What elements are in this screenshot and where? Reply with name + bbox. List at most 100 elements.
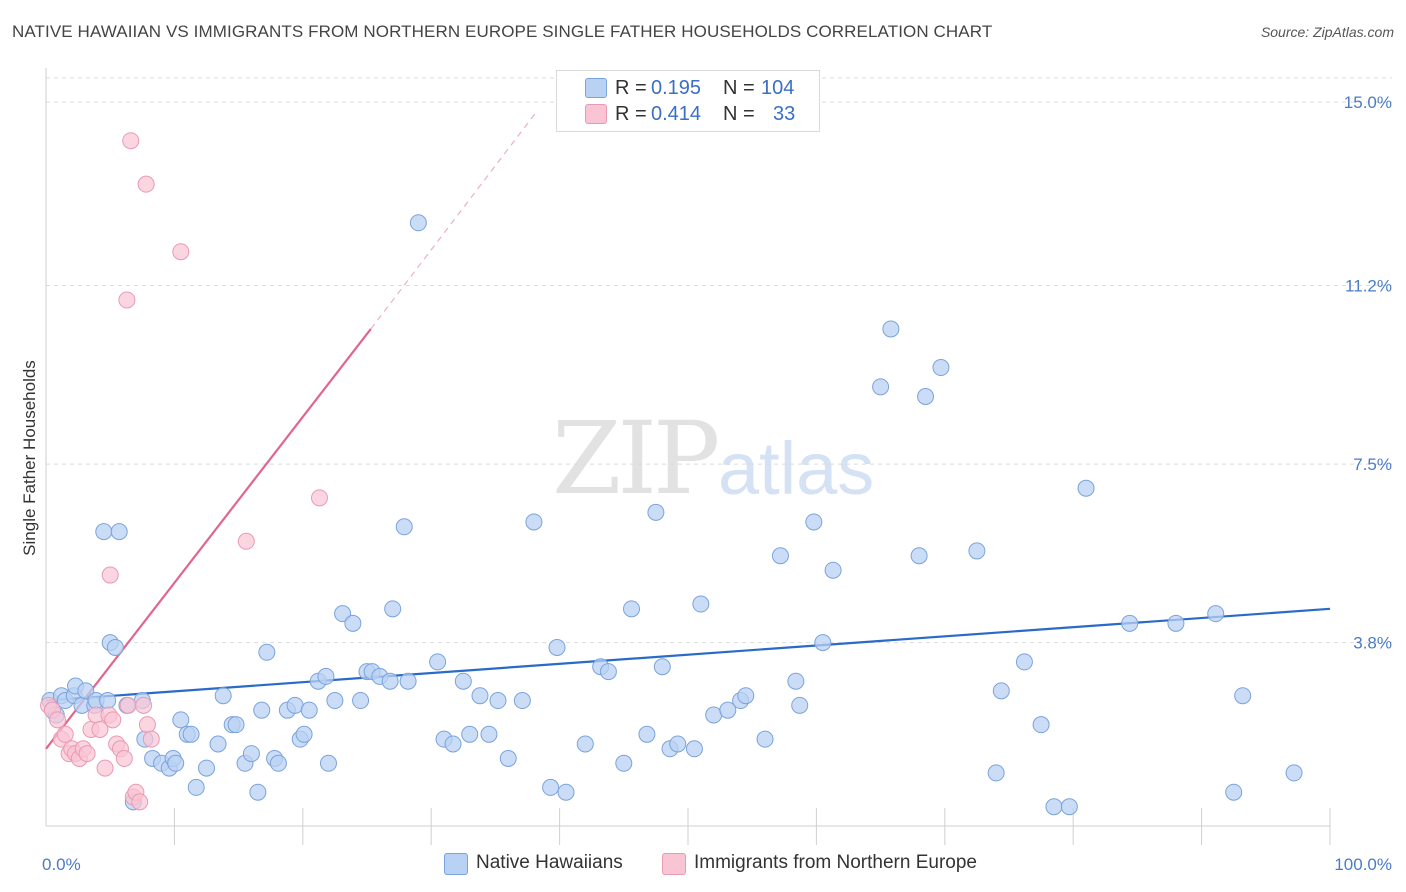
data-point-native-hawaiians <box>576 735 594 753</box>
data-point-native-hawaiians <box>968 542 986 560</box>
x-tick-label: 100.0% <box>1334 855 1392 874</box>
data-point-native-hawaiians <box>286 696 304 714</box>
data-point-native-hawaiians <box>99 692 117 710</box>
data-point-native-hawaiians <box>399 672 417 690</box>
axes <box>45 68 1331 845</box>
data-point-native-hawaiians <box>253 701 271 719</box>
data-point-native-hawaiians <box>647 503 665 521</box>
data-point-native-hawaiians <box>317 667 335 685</box>
data-point-native-hawaiians <box>381 672 399 690</box>
data-point-native-hawaiians <box>480 725 498 743</box>
legend-n-label: N = <box>723 103 755 125</box>
data-point-native-hawaiians <box>805 513 823 531</box>
data-point-native-hawaiians <box>548 638 566 656</box>
bottom-legend-label: Native Hawaiians <box>476 852 623 873</box>
data-point-native-hawaiians <box>1225 783 1243 801</box>
watermark-zip: ZIP <box>552 400 720 517</box>
trend-line-northern-europe-extension <box>370 111 537 330</box>
bottom-legend-label: Immigrants from Northern Europe <box>694 852 977 873</box>
data-point-northern-europe <box>142 730 160 748</box>
data-point-native-hawaiians <box>1234 687 1252 705</box>
data-point-native-hawaiians <box>737 687 755 705</box>
x-tick-labels: 0.0% 100.0% <box>42 855 1392 874</box>
source-credit: Source: ZipAtlas.com <box>1260 24 1394 40</box>
data-point-northern-europe <box>172 243 190 261</box>
data-point-native-hawaiians <box>409 214 427 232</box>
legend-swatch-pink <box>585 104 607 124</box>
data-point-native-hawaiians <box>615 754 633 772</box>
data-point-native-hawaiians <box>685 740 703 758</box>
y-tick-label: 3.8% <box>1353 634 1392 653</box>
data-point-native-hawaiians <box>882 320 900 338</box>
trend-line-native-hawaiians <box>45 607 1331 702</box>
chart-title: NATIVE HAWAIIAN VS IMMIGRANTS FROM NORTH… <box>12 22 993 41</box>
data-point-native-hawaiians <box>258 643 276 661</box>
data-point-native-hawaiians <box>167 754 185 772</box>
data-point-northern-europe <box>137 175 155 193</box>
data-point-native-hawaiians <box>295 725 313 743</box>
trend-lines <box>45 111 1331 750</box>
data-point-native-hawaiians <box>444 735 462 753</box>
data-point-native-hawaiians <box>461 725 479 743</box>
data-point-native-hawaiians <box>249 783 267 801</box>
data-point-native-hawaiians <box>1121 614 1139 632</box>
data-point-native-hawaiians <box>1167 614 1185 632</box>
data-point-native-hawaiians <box>429 653 447 671</box>
watermark-atlas: atlas <box>718 427 875 510</box>
trend-line-northern-europe <box>45 328 372 750</box>
bottom-legend-swatch-blue <box>444 853 468 875</box>
data-point-native-hawaiians <box>326 692 344 710</box>
data-point-native-hawaiians <box>227 716 245 734</box>
data-point-northern-europe <box>96 759 114 777</box>
data-point-native-hawaiians <box>110 523 128 541</box>
data-point-northern-europe <box>122 132 140 150</box>
data-point-native-hawaiians <box>638 725 656 743</box>
data-point-native-hawaiians <box>1032 716 1050 734</box>
data-point-native-hawaiians <box>719 701 737 719</box>
data-point-native-hawaiians <box>454 672 472 690</box>
data-point-native-hawaiians <box>692 595 710 613</box>
series-native-hawaiians-points <box>41 214 1303 816</box>
data-point-native-hawaiians <box>557 783 575 801</box>
data-point-native-hawaiians <box>106 638 124 656</box>
data-point-northern-europe <box>119 696 137 714</box>
data-point-northern-europe <box>138 716 156 734</box>
data-point-native-hawaiians <box>95 523 113 541</box>
data-point-native-hawaiians <box>1060 798 1078 816</box>
data-point-northern-europe <box>135 696 153 714</box>
legend-n-label: N = <box>723 77 755 99</box>
data-point-native-hawaiians <box>910 547 928 565</box>
data-point-northern-europe <box>131 793 149 811</box>
legend-r-value: 0.414 <box>651 103 702 125</box>
data-point-native-hawaiians <box>384 600 402 618</box>
legend-r-label: R = <box>615 103 647 125</box>
y-tick-label: 15.0% <box>1344 93 1392 112</box>
data-point-northern-europe <box>49 711 67 729</box>
data-point-northern-europe <box>104 711 122 729</box>
data-point-native-hawaiians <box>542 778 560 796</box>
y-tick-label: 11.2% <box>1345 277 1392 296</box>
data-point-native-hawaiians <box>344 614 362 632</box>
data-point-native-hawaiians <box>1015 653 1033 671</box>
data-point-northern-europe <box>118 291 136 309</box>
data-point-native-hawaiians <box>653 658 671 676</box>
data-point-native-hawaiians <box>471 687 489 705</box>
data-point-native-hawaiians <box>172 711 190 729</box>
data-point-native-hawaiians <box>992 682 1010 700</box>
data-point-native-hawaiians <box>1077 479 1095 497</box>
data-point-native-hawaiians <box>824 561 842 579</box>
data-point-native-hawaiians <box>319 754 337 772</box>
grid-lines <box>46 77 1392 644</box>
data-point-native-hawaiians <box>352 692 370 710</box>
data-point-northern-europe <box>115 749 133 767</box>
data-point-native-hawaiians <box>198 759 215 777</box>
data-point-native-hawaiians <box>395 518 413 536</box>
data-point-northern-europe <box>237 532 255 550</box>
data-point-native-hawaiians <box>791 696 809 714</box>
data-point-native-hawaiians <box>187 778 205 796</box>
data-point-native-hawaiians <box>623 600 641 618</box>
data-point-native-hawaiians <box>242 745 260 763</box>
data-point-native-hawaiians <box>269 754 287 772</box>
legend-r-label: R = <box>615 77 647 99</box>
